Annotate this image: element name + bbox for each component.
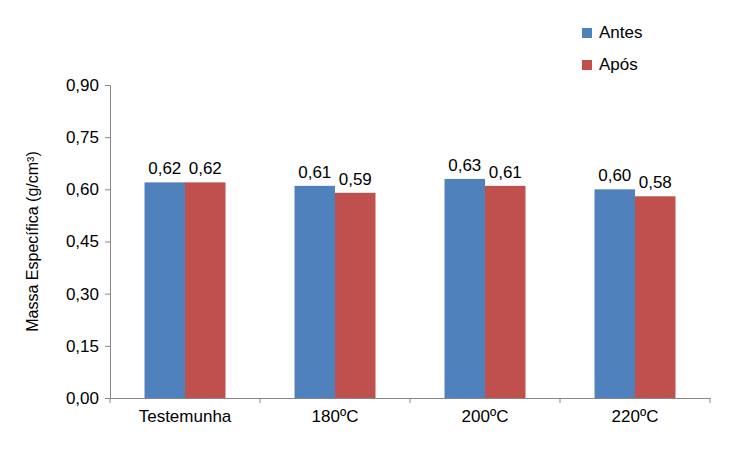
y-tick-label: 0,45 [66, 232, 99, 251]
y-tick: 0,75 [66, 128, 110, 147]
legend-item: Antes [582, 23, 642, 42]
data-label: 0,63 [448, 156, 481, 175]
bar [145, 182, 186, 398]
legend-label: Após [599, 55, 638, 74]
bar [445, 179, 486, 398]
y-tick: 0,45 [66, 232, 110, 251]
legend-label: Antes [599, 23, 642, 42]
x-separator [410, 398, 411, 403]
x-separator [710, 398, 711, 403]
y-tick-label: 0,75 [66, 128, 99, 147]
x-separator [260, 398, 261, 403]
data-label: 0,62 [148, 159, 181, 178]
x-tick-label: 180ºC [312, 407, 359, 426]
x-tick-label: 220ºC [612, 407, 659, 426]
bar [335, 193, 376, 398]
x-axis: Testemunha 180ºC 200ºC 220ºC [110, 398, 711, 426]
x-tick-label: 200ºC [462, 407, 509, 426]
data-label: 0,58 [639, 173, 672, 192]
y-tick-mark [105, 242, 110, 243]
data-labels: 0,62 0,61 0,63 0,60 0,62 0,59 0,61 0,58 [148, 156, 672, 192]
legend-swatch [582, 60, 592, 70]
y-tick: 0,60 [66, 180, 110, 199]
y-tick: 0,00 [66, 389, 110, 408]
data-label: 0,62 [189, 159, 222, 178]
y-tick-label: 0,00 [66, 389, 99, 408]
x-tick: 180ºC [312, 398, 359, 426]
data-label: 0,59 [339, 170, 372, 189]
y-tick: 0,90 [66, 76, 110, 95]
legend-item: Após [582, 55, 638, 74]
bars [145, 179, 676, 398]
y-tick-mark [105, 137, 110, 138]
y-tick-mark [105, 189, 110, 190]
plot: 0,62 0,61 0,63 0,60 0,62 0,59 0,61 0,58 0,00 0,15… [66, 76, 711, 426]
y-axis-line [105, 86, 111, 399]
chart: 0,62 0,61 0,63 0,60 0,62 0,59 0,61 0,58 0,00 0,15… [0, 0, 750, 450]
data-label: 0,60 [598, 166, 631, 185]
x-tick-label: Testemunha [139, 407, 232, 426]
y-tick: 0,15 [66, 337, 110, 356]
bar [485, 186, 526, 398]
y-axis-title: Massa Específica (g/cm³) [24, 151, 41, 331]
bar [295, 186, 336, 398]
y-tick-label: 0,60 [66, 180, 99, 199]
x-separator [110, 398, 111, 403]
bar [595, 189, 636, 398]
y-tick-mark [105, 398, 110, 399]
data-label: 0,61 [489, 163, 522, 182]
x-tick: 200ºC [462, 398, 509, 426]
x-separators [110, 398, 710, 403]
x-tick: 220ºC [612, 398, 659, 426]
y-tick-label: 0,30 [66, 285, 99, 304]
x-tick: Testemunha [139, 398, 232, 426]
x-separator [560, 398, 561, 403]
y-tick-mark [105, 85, 110, 86]
legend: Antes Após [582, 23, 642, 74]
y-tick-label: 0,15 [66, 337, 99, 356]
y-tick-mark [105, 346, 110, 347]
y-tick: 0,30 [66, 285, 110, 304]
bar [635, 196, 676, 398]
y-tick-mark [105, 294, 110, 295]
y-axis: 0,00 0,15 0,30 0,45 0,60 0,75 0,90 [66, 76, 111, 408]
legend-swatch [582, 28, 592, 38]
bar [185, 182, 226, 398]
y-tick-label: 0,90 [66, 76, 99, 95]
data-label: 0,61 [298, 163, 331, 182]
